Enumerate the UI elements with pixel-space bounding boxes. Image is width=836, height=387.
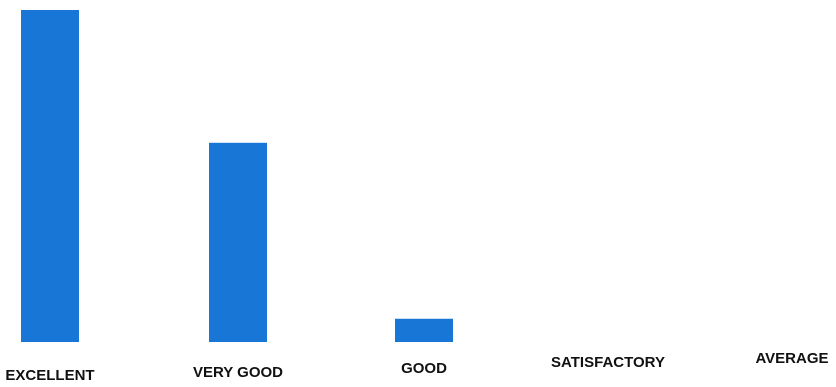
bar-very-good <box>209 142 267 342</box>
x-tick-label-good: GOOD <box>401 360 447 377</box>
bar-good <box>395 318 453 342</box>
bar-excellent <box>21 10 79 342</box>
tick-labels-group: EXCELLENT VERY GOOD GOOD SATISFACTORY AVERAG… <box>5 350 828 384</box>
x-tick-label-excellent: EXCELLENT <box>5 367 94 384</box>
bars-group <box>21 10 453 342</box>
x-tick-label-satisfactory: SATISFACTORY <box>551 354 665 371</box>
x-tick-label-average: AVERAGE <box>755 350 828 367</box>
x-tick-label-very-good: VERY GOOD <box>193 364 283 381</box>
